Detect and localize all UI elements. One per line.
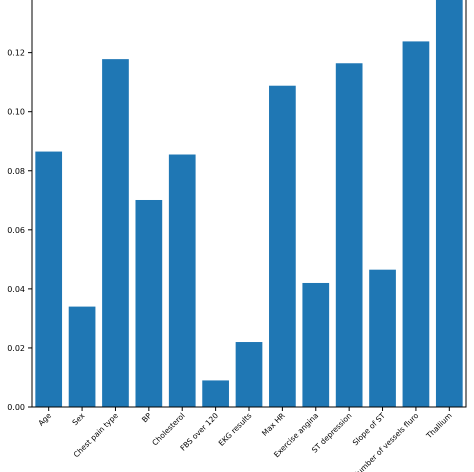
bar-2: [102, 59, 129, 407]
bar-11: [402, 41, 430, 407]
x-tick-label-6: EKG results: [217, 411, 254, 448]
y-tick-label-3: 0.06: [7, 226, 25, 235]
x-tick-label-7: Max HR: [260, 411, 287, 438]
x-tick-label-3: BP: [140, 411, 154, 425]
x-tick-label-0: Age: [36, 411, 53, 428]
x-tick-label-4: Cholesterol: [150, 411, 186, 447]
bar-3: [135, 199, 163, 407]
x-tick-label-1: Sex: [70, 411, 86, 427]
bar-5: [202, 380, 229, 407]
x-tick-label-12: Thallium: [424, 411, 454, 441]
bar-0: [35, 151, 63, 407]
bar-9: [335, 63, 363, 407]
y-tick-label-2: 0.04: [7, 285, 25, 294]
bar-6: [235, 342, 263, 407]
y-tick-label-4: 0.08: [7, 167, 25, 176]
bar-7: [269, 85, 296, 408]
bar-1: [68, 306, 96, 407]
y-axis: 0.00 0.02 0.04 0.06 0.08 0.10 0.12: [7, 49, 32, 412]
bar-12: [435, 0, 463, 407]
bars-group: [35, 0, 463, 408]
bar-8: [302, 282, 330, 407]
y-tick-label-5: 0.10: [7, 108, 25, 117]
y-tick-label-6: 0.12: [7, 49, 25, 58]
y-tick-label-0: 0.00: [7, 403, 25, 412]
bar-4: [168, 154, 196, 407]
bar-10: [369, 269, 396, 407]
y-tick-label-1: 0.02: [7, 344, 25, 353]
plot-frame: [31, 0, 467, 408]
x-tick-label-10: Slope of ST: [351, 411, 387, 447]
